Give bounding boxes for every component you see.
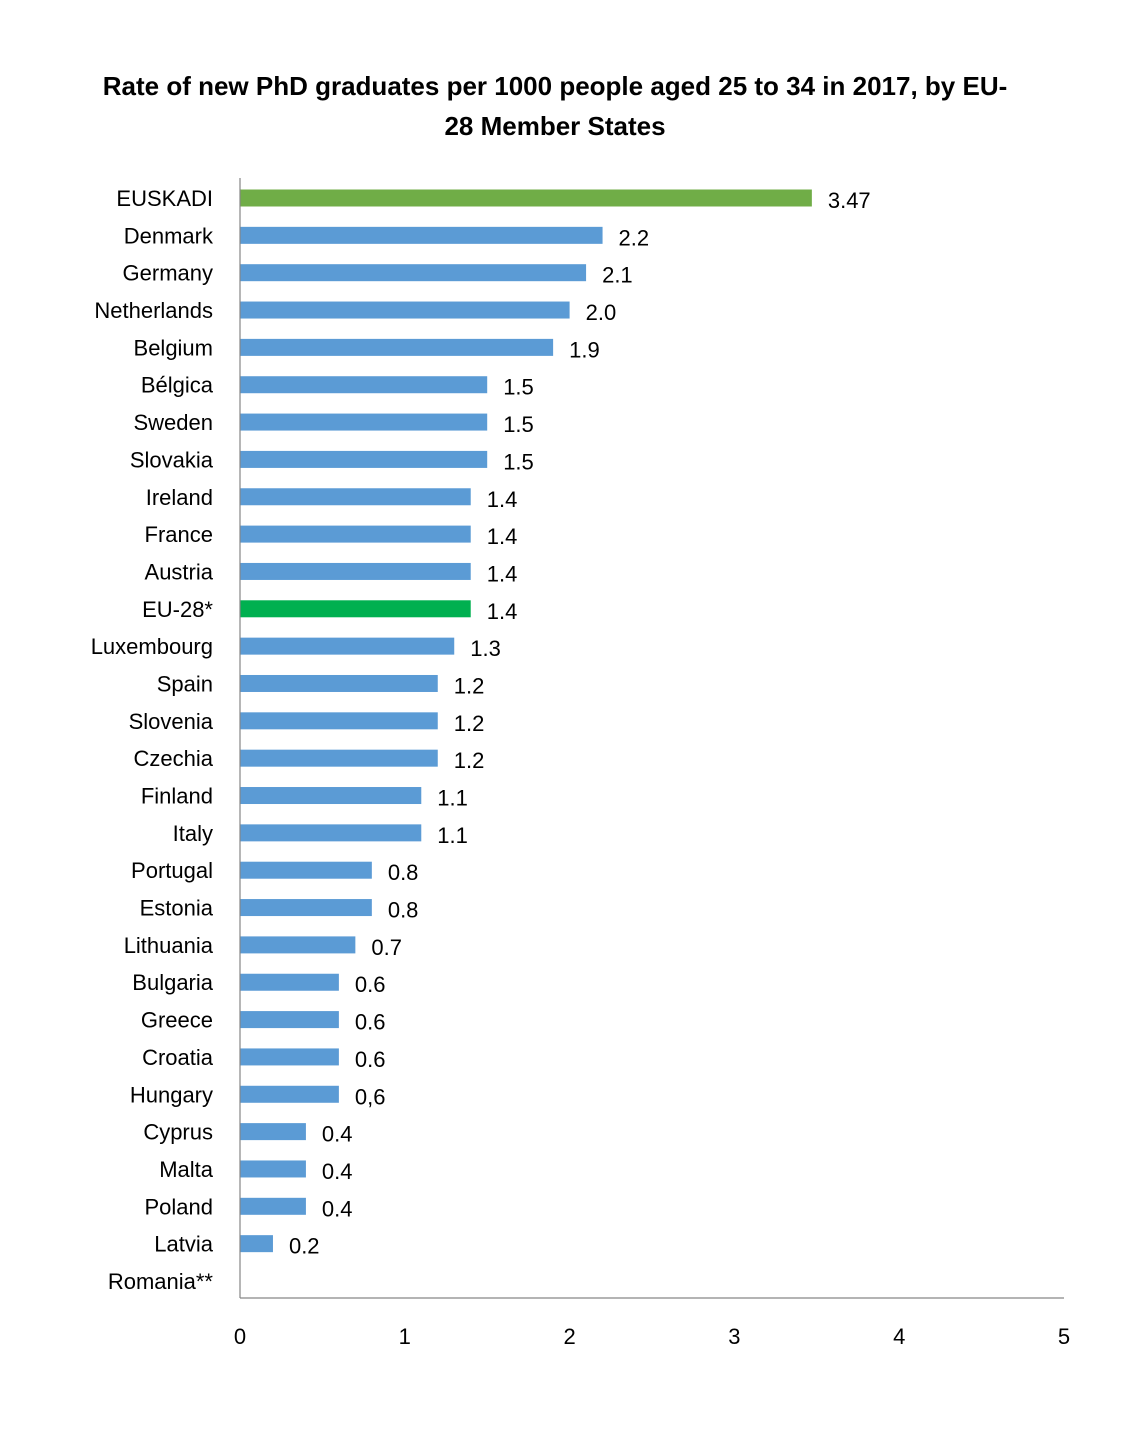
data-label: 0.6: [355, 1047, 386, 1072]
category-label: Romania**: [108, 1269, 214, 1294]
data-label: 1.5: [503, 449, 534, 474]
category-label: Portugal: [131, 858, 213, 883]
category-label: Hungary: [130, 1082, 213, 1107]
data-label: 1.9: [569, 337, 600, 362]
bar: [240, 712, 438, 730]
category-label: France: [145, 522, 213, 547]
data-label: 0.8: [388, 898, 419, 923]
data-label: 1.4: [487, 561, 518, 586]
category-label: Latvia: [154, 1232, 213, 1257]
data-label: 1.2: [454, 673, 485, 698]
bar: [240, 1160, 306, 1178]
category-label: Spain: [157, 671, 213, 696]
bar: [240, 338, 554, 356]
category-label: Bélgica: [141, 373, 214, 398]
bar: [240, 376, 488, 394]
category-label: Estonia: [140, 896, 214, 921]
category-label: Malta: [159, 1157, 214, 1182]
data-label: 0.4: [322, 1196, 353, 1221]
category-label: Ireland: [146, 485, 213, 510]
category-label: Cyprus: [143, 1120, 213, 1145]
category-label: Germany: [123, 261, 213, 286]
data-label: 0.4: [322, 1122, 353, 1147]
x-tick-label: 3: [728, 1324, 740, 1349]
category-label: Italy: [173, 821, 213, 846]
category-label: EU-28*: [142, 597, 213, 622]
bar: [240, 264, 587, 282]
data-label: 0.6: [355, 1010, 386, 1035]
bar: [240, 824, 422, 842]
category-label: Croatia: [142, 1045, 214, 1070]
category-label: Netherlands: [94, 298, 213, 323]
data-label: 1.1: [437, 786, 468, 811]
data-label: 1.2: [454, 748, 485, 773]
bar: [240, 189, 812, 207]
category-label: Austria: [145, 559, 214, 584]
bar: [240, 637, 455, 655]
bar: [240, 600, 471, 618]
chart-title: Rate of new PhD graduates per 1000 peopl…: [102, 71, 1008, 141]
data-label: 2.0: [586, 300, 617, 325]
category-label: Denmark: [124, 223, 214, 248]
bar: [240, 861, 372, 879]
data-label: 3.47: [828, 188, 871, 213]
bar: [240, 226, 603, 244]
bar: [240, 525, 471, 543]
data-label: 1.5: [503, 375, 534, 400]
data-label: 0.6: [355, 972, 386, 997]
bar: [240, 936, 356, 954]
category-label: Slovakia: [130, 447, 214, 472]
data-label: 1.4: [487, 487, 518, 512]
bar: [240, 1048, 339, 1066]
data-label: 0,6: [355, 1084, 386, 1109]
category-label: Poland: [144, 1194, 213, 1219]
category-label: Lithuania: [124, 933, 214, 958]
category-label: Slovenia: [129, 709, 214, 734]
x-tick-label: 2: [563, 1324, 575, 1349]
bar: [240, 787, 422, 805]
bar: [240, 562, 471, 580]
data-label: 0.7: [371, 935, 402, 960]
bar: [240, 301, 570, 319]
x-tick-label: 1: [399, 1324, 411, 1349]
data-label: 1.2: [454, 711, 485, 736]
bar: [240, 450, 488, 468]
data-label: 0.4: [322, 1159, 353, 1184]
bar: [240, 1011, 339, 1029]
data-label: 0.2: [289, 1234, 320, 1259]
data-label: 1.4: [487, 599, 518, 624]
bar: [240, 1197, 306, 1215]
data-label: 2.1: [602, 263, 633, 288]
bar: [240, 1085, 339, 1103]
category-label: Finland: [141, 784, 213, 809]
bar: [240, 749, 438, 767]
category-label: Bulgaria: [132, 970, 213, 995]
category-label: Belgium: [134, 335, 213, 360]
bar: [240, 488, 471, 506]
category-label: Luxembourg: [91, 634, 213, 659]
x-tick-label: 4: [893, 1324, 905, 1349]
bar: [240, 1235, 273, 1253]
bar: [240, 1123, 306, 1141]
x-tick-label: 0: [234, 1324, 246, 1349]
bar: [240, 973, 339, 991]
data-label: 1.4: [487, 524, 518, 549]
bar: [240, 899, 372, 917]
category-label: Greece: [141, 1008, 213, 1033]
bar: [240, 674, 438, 692]
x-tick-label: 5: [1058, 1324, 1070, 1349]
data-label: 1.3: [470, 636, 501, 661]
data-label: 0.8: [388, 860, 419, 885]
category-label: Czechia: [134, 746, 214, 771]
bar: [240, 413, 488, 431]
data-label: 2.2: [619, 225, 650, 250]
data-label: 1.5: [503, 412, 534, 437]
category-label: EUSKADI: [116, 186, 213, 211]
category-label: Sweden: [133, 410, 213, 435]
data-label: 1.1: [437, 823, 468, 848]
